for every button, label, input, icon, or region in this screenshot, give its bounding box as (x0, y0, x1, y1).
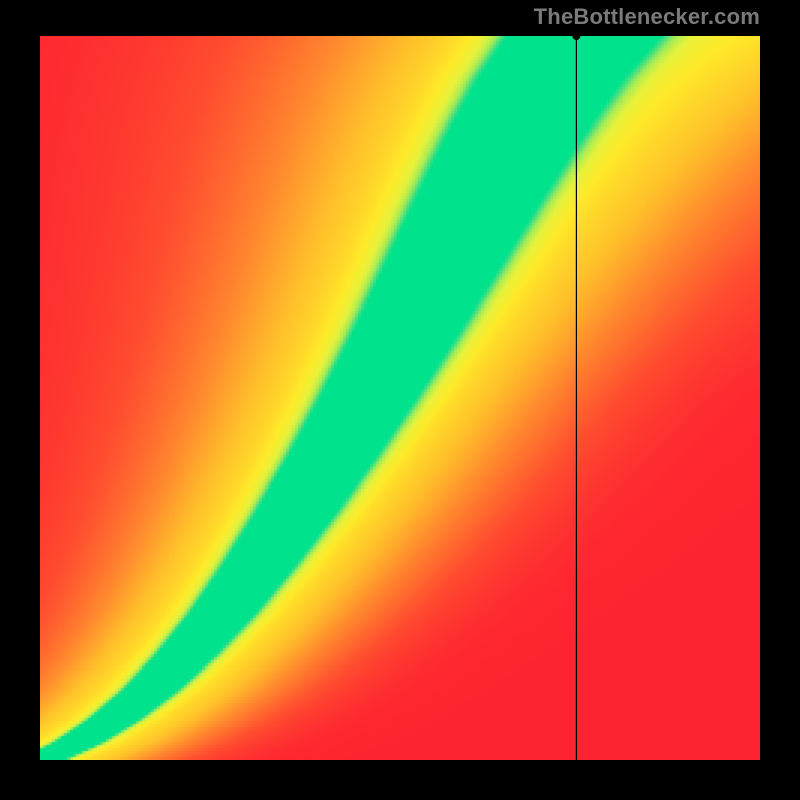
bottleneck-heatmap (40, 36, 760, 760)
watermark-text: TheBottlenecker.com (534, 4, 760, 30)
chart-container: TheBottlenecker.com (0, 0, 800, 800)
